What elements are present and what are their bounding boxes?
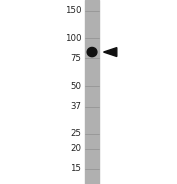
- Text: 75: 75: [70, 54, 81, 63]
- Text: 20: 20: [70, 144, 81, 153]
- Polygon shape: [104, 48, 117, 56]
- Text: 50: 50: [70, 82, 81, 91]
- Ellipse shape: [87, 47, 97, 57]
- Text: 25: 25: [70, 129, 81, 138]
- Bar: [85, 0, 99, 184]
- Text: 15: 15: [70, 164, 81, 173]
- Text: 37: 37: [70, 102, 81, 111]
- Text: 100: 100: [65, 34, 81, 43]
- Text: 150: 150: [65, 6, 81, 15]
